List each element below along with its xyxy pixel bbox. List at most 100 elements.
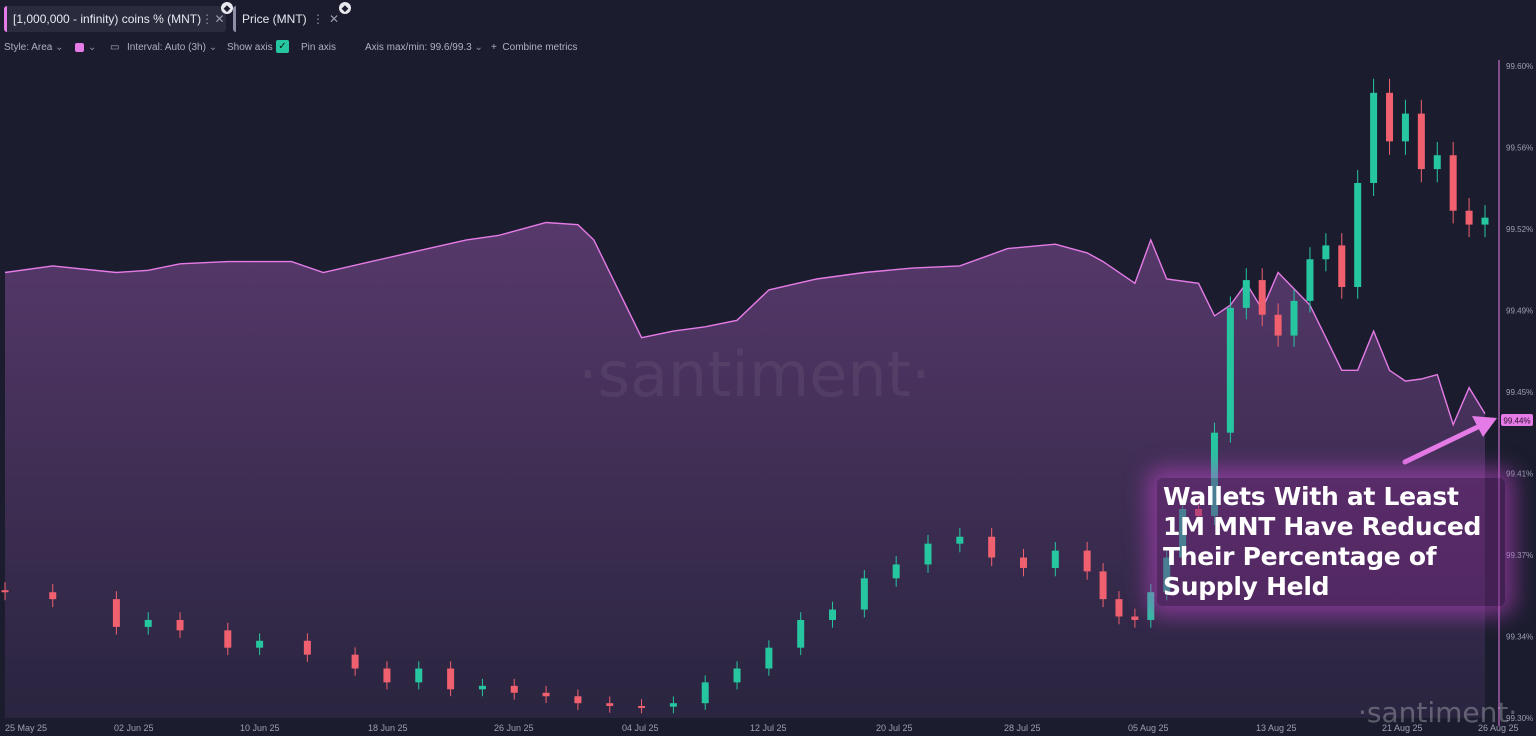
- candle-body: [1290, 300, 1298, 336]
- kebab-icon[interactable]: ⋮: [312, 12, 324, 26]
- candle-body: [638, 705, 646, 708]
- candle-body: [1210, 432, 1218, 516]
- candle-body: [1099, 571, 1107, 600]
- candle-body: [510, 685, 518, 693]
- kebab-icon[interactable]: ⋮: [201, 12, 214, 26]
- x-tick-label: 02 Jun 25: [114, 723, 154, 733]
- annotation-callout: Wallets With at Least 1M MNT Have Reduce…: [1157, 478, 1505, 606]
- combine-metrics-button[interactable]: + Combine metrics: [491, 42, 578, 53]
- y-tick-label: 99.49%: [1506, 307, 1533, 316]
- show-axis-checkbox[interactable]: ✓: [276, 40, 289, 53]
- x-tick-label: 05 Aug 25: [1128, 723, 1169, 733]
- candle-body: [765, 647, 773, 669]
- candle-body: [1306, 259, 1314, 301]
- candle-body: [415, 668, 423, 683]
- candle-body: [956, 536, 964, 544]
- candle-body: [351, 654, 359, 669]
- candle-body: [1051, 550, 1059, 568]
- santiment-corner-logo: ·santiment·: [1358, 696, 1518, 729]
- candle-body: [1147, 592, 1155, 620]
- chevron-down-icon[interactable]: ⌄: [88, 42, 97, 53]
- chevron-down-icon: ⌄: [55, 42, 64, 53]
- chevron-down-icon: ⌄: [208, 42, 218, 53]
- candle-body: [478, 685, 486, 690]
- coin-icon: ◆: [221, 2, 233, 14]
- santiment-watermark: ·santiment·: [578, 338, 931, 411]
- chart-toolbar: Style: Area ⌄ ⌄ ▭ Interval: Auto (3h) ⌄ …: [0, 39, 1500, 57]
- candle-body: [303, 640, 311, 655]
- candle-body: [1433, 155, 1441, 170]
- candle-body: [1386, 92, 1394, 142]
- candle-body: [733, 668, 741, 683]
- y-tick-label: 99.52%: [1506, 225, 1533, 234]
- candle-body: [224, 630, 232, 648]
- axis-maxmin-control[interactable]: Axis max/min: 99.6/99.3 ⌄: [365, 42, 483, 53]
- candle-body: [1449, 155, 1457, 211]
- color-swatch[interactable]: [75, 43, 84, 52]
- candle-body: [1163, 557, 1171, 593]
- candle-body: [112, 599, 120, 627]
- interval-label: Interval: Auto (3h): [127, 42, 206, 53]
- candle-body: [1322, 245, 1330, 260]
- combine-label: Combine metrics: [502, 42, 578, 53]
- candle-body: [574, 696, 582, 704]
- candle-body: [1401, 113, 1409, 142]
- candle-body: [860, 578, 868, 610]
- candle-body: [829, 609, 837, 620]
- x-tick-label: 25 May 25: [5, 723, 47, 733]
- x-tick-label: 12 Jul 25: [750, 723, 787, 733]
- x-tick-label: 18 Jun 25: [368, 723, 408, 733]
- candle-body: [144, 619, 152, 627]
- pin-axis-toggle[interactable]: Pin axis: [301, 42, 337, 53]
- candle-body: [383, 668, 391, 683]
- y-axis-ticks: 99.60% 99.56% 99.52% 99.49% 99.45% 99.41% 99.3…: [1506, 62, 1533, 723]
- candle-body: [1370, 92, 1378, 183]
- y-tick-label: 99.41%: [1506, 470, 1533, 479]
- x-tick-label: 28 Jul 25: [1004, 723, 1041, 733]
- last-value-badge: 99.44%: [1501, 414, 1533, 426]
- show-axis-label: Show axis: [227, 42, 273, 53]
- candle-body: [256, 640, 264, 648]
- last-value-badge-bg: [1501, 414, 1533, 426]
- metric-tab-holders[interactable]: [1,000,000 - infinity) coins % (MNT) ⋮ ✕…: [4, 2, 233, 32]
- candle-body: [49, 592, 57, 600]
- candle-body: [924, 543, 932, 565]
- x-axis-ticks: 25 May 25 02 Jun 25 10 Jun 25 18 Jun 25 26 J…: [5, 723, 1519, 733]
- chevron-down-icon: ⌄: [474, 42, 483, 53]
- y-tick-label: 99.34%: [1506, 633, 1533, 642]
- x-tick-label: 26 Jun 25: [494, 723, 534, 733]
- candle-body: [1083, 550, 1091, 572]
- candle-body: [669, 703, 677, 707]
- candle-body: [797, 619, 805, 648]
- candle-body: [1195, 508, 1203, 516]
- x-tick-label: 26 Aug 25: [1478, 723, 1519, 733]
- candle-body: [447, 668, 455, 690]
- y-tick-label: 99.37%: [1506, 551, 1533, 560]
- metric-tab-price[interactable]: Price (MNT) ⋮ ✕ ◆: [233, 2, 351, 32]
- close-icon[interactable]: ✕: [328, 12, 340, 26]
- area-fill: [5, 222, 1485, 718]
- style-dropdown[interactable]: Style: Area ⌄: [4, 42, 64, 53]
- interval-icon: ▭: [110, 42, 120, 53]
- candle-body: [542, 692, 550, 697]
- close-icon[interactable]: ✕: [214, 12, 225, 26]
- interval-dropdown[interactable]: Interval: Auto (3h) ⌄: [127, 42, 217, 53]
- metric-tabs: [1,000,000 - infinity) coins % (MNT) ⋮ ✕…: [0, 0, 1536, 36]
- candle-body: [1, 590, 9, 593]
- candle-body: [892, 564, 900, 579]
- candle-body: [1274, 314, 1282, 336]
- candle-body: [1417, 113, 1425, 170]
- candle-body: [1115, 599, 1123, 617]
- style-label: Style: Area: [4, 42, 53, 53]
- candlestick-series: [1, 78, 1489, 714]
- candle-body: [1179, 508, 1187, 558]
- candle-body: [701, 682, 709, 704]
- x-tick-label: 13 Aug 25: [1256, 723, 1297, 733]
- metric-tab-label: [1,000,000 - infinity) coins % (MNT): [13, 12, 202, 26]
- candle-body: [1242, 280, 1250, 308]
- candle-body: [1226, 307, 1234, 433]
- candle-body: [1465, 210, 1473, 225]
- annotation-arrow-icon: [1402, 416, 1497, 465]
- y-tick-label: 99.30%: [1506, 714, 1533, 723]
